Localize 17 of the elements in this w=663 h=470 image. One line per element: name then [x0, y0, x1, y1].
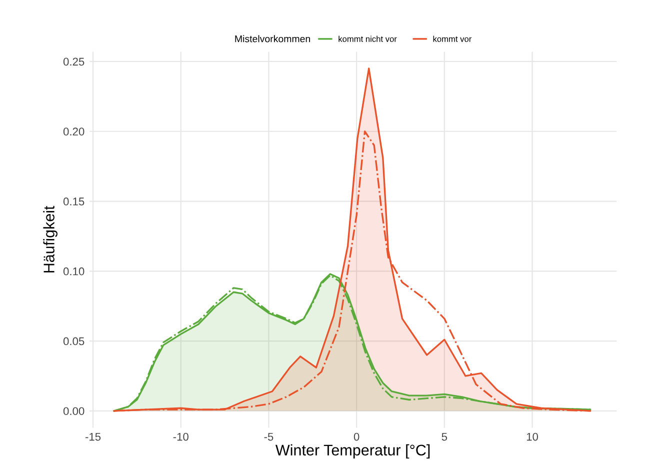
y-axis-title: Häufigkeit — [43, 206, 58, 272]
y-tick-label: 0.00 — [63, 407, 84, 416]
legend-label: kommt nicht vor — [338, 36, 397, 42]
x-axis-title: Winter Temperatur [°C] — [275, 444, 430, 459]
legend-title: Mistelvorkommen — [235, 35, 310, 42]
x-tick-label: -15 — [85, 432, 101, 441]
y-tick-label: 0.15 — [63, 198, 84, 206]
legend-label: kommt vor — [433, 36, 472, 42]
y-tick-label: 0.25 — [63, 58, 84, 66]
y-tick-label: 0.20 — [63, 128, 84, 136]
x-tick-label: 0 — [354, 432, 360, 441]
x-tick-label: 5 — [442, 432, 448, 441]
x-tick-label: 10 — [526, 432, 538, 441]
x-tick-label: -10 — [173, 432, 188, 441]
y-tick-label: 0.10 — [63, 267, 84, 276]
y-tick-label: 0.05 — [63, 337, 84, 346]
x-tick-label: -5 — [264, 432, 274, 441]
